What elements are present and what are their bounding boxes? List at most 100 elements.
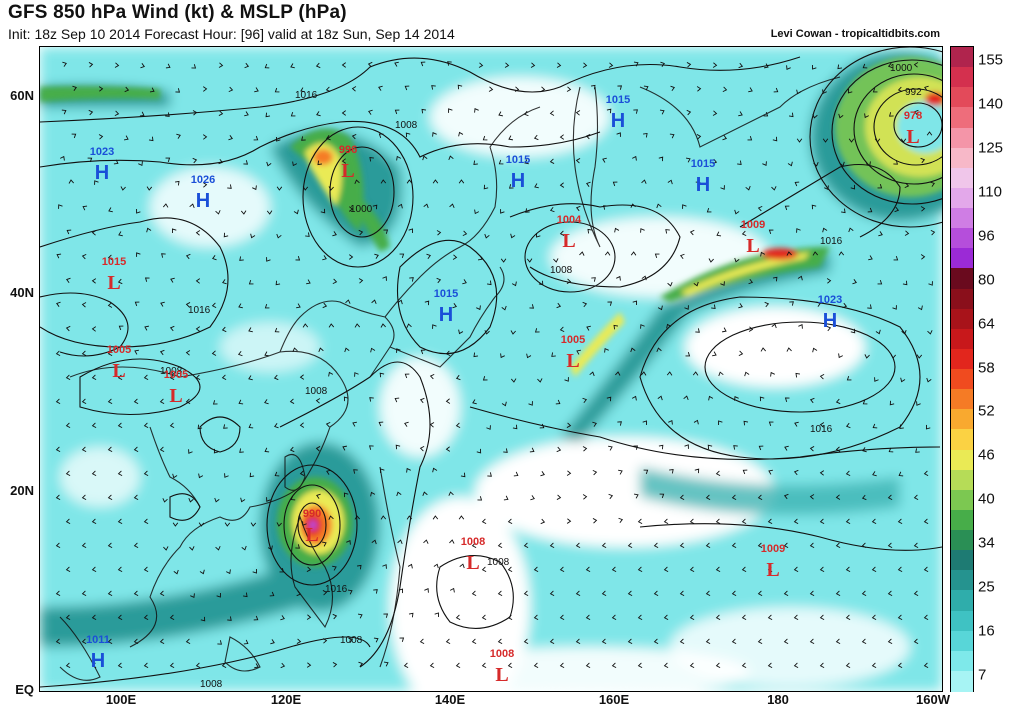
wind-arrow xyxy=(315,446,321,452)
wind-arrow xyxy=(523,590,529,596)
svg-text:L: L xyxy=(169,385,182,407)
wind-arrow xyxy=(923,662,929,668)
map-subtitle: Init: 18z Sep 10 2014 Forecast Hour: [96… xyxy=(8,26,455,42)
wind-arrow xyxy=(861,638,867,644)
wind-arrow xyxy=(811,204,817,210)
svg-text:1015: 1015 xyxy=(606,94,630,106)
wind-arrow xyxy=(195,662,201,668)
wind-arrow xyxy=(117,422,123,428)
wind-arrow xyxy=(192,110,198,116)
wind-arrow xyxy=(689,614,695,620)
wind-arrow xyxy=(65,374,71,380)
wind-arrow xyxy=(904,230,910,236)
wind-arrow xyxy=(248,423,254,429)
wind-arrow xyxy=(420,349,426,355)
wind-arrow xyxy=(733,445,738,450)
wind-arrow xyxy=(87,157,93,163)
svg-text:1023: 1023 xyxy=(90,146,114,158)
wind-arrow xyxy=(643,85,649,91)
isobar-label: 1016 xyxy=(810,424,833,435)
wind-arrow xyxy=(354,372,359,377)
wind-arrow xyxy=(809,638,815,644)
wind-arrow xyxy=(215,210,221,215)
wind-arrow xyxy=(549,158,555,164)
wind-arrow xyxy=(712,158,718,165)
wind-arrow xyxy=(343,396,349,402)
wind-arrow xyxy=(347,589,353,595)
svg-text:H: H xyxy=(696,174,710,196)
wind-arrow xyxy=(81,446,87,452)
svg-text:1015: 1015 xyxy=(506,154,530,166)
wind-arrow xyxy=(533,566,539,572)
wind-arrow xyxy=(575,158,581,164)
wind-arrow xyxy=(395,444,401,450)
wind-arrow xyxy=(838,251,845,256)
wind-arrow xyxy=(367,61,373,68)
wind-arrow xyxy=(669,469,674,474)
wind-arrow xyxy=(290,63,295,69)
wind-arrow xyxy=(585,662,591,668)
wind-arrow xyxy=(534,328,540,333)
wind-arrow xyxy=(266,161,272,167)
colorbar-segment xyxy=(951,590,973,611)
wind-arrow xyxy=(925,424,931,430)
wind-arrow xyxy=(549,590,555,596)
colorbar-label: 80 xyxy=(978,271,995,289)
wind-arrow xyxy=(276,233,282,239)
wind-arrow xyxy=(455,662,461,668)
wind-arrow xyxy=(592,518,598,524)
wind-arrow xyxy=(143,470,149,476)
wind-arrow xyxy=(874,138,881,143)
wind-arrow xyxy=(872,471,877,477)
wind-arrow xyxy=(429,373,435,380)
high-center: 1015 H xyxy=(691,158,715,196)
wind-arrow xyxy=(893,160,898,165)
wind-arrow xyxy=(449,539,455,544)
wind-arrow xyxy=(300,87,305,93)
wind-arrow xyxy=(637,614,643,620)
wind-arrow xyxy=(267,545,273,551)
wind-arrow xyxy=(252,568,257,574)
wind-arrow xyxy=(159,446,165,452)
wind-arrow xyxy=(679,542,685,548)
wind-arrow xyxy=(920,157,926,164)
lon-label-160w: 160W xyxy=(916,692,950,707)
wind-arrow xyxy=(627,590,633,596)
wind-arrow xyxy=(65,277,71,283)
wind-arrow xyxy=(423,203,429,209)
wind-arrow xyxy=(788,112,794,118)
wind-arrow xyxy=(768,469,773,475)
wind-arrow xyxy=(682,204,687,209)
wind-arrow xyxy=(528,401,533,406)
wind-arrow xyxy=(826,325,832,332)
wind-arrow xyxy=(637,566,643,572)
wind-arrow xyxy=(845,662,851,668)
wind-arrow xyxy=(353,469,358,474)
wind-arrow xyxy=(143,374,149,380)
wind-arrow xyxy=(326,135,331,141)
wind-arrow xyxy=(223,424,228,429)
wind-arrow xyxy=(253,135,259,141)
wind-arrow xyxy=(741,662,747,668)
wind-arrow xyxy=(239,256,244,261)
wind-arrow xyxy=(188,498,194,503)
wind-arrow xyxy=(91,470,97,476)
wind-arrow xyxy=(299,470,305,476)
wind-arrow xyxy=(669,133,675,139)
wind-arrow xyxy=(601,542,607,548)
wind-arrow xyxy=(243,639,249,645)
wind-arrow xyxy=(332,278,338,285)
wind-arrow xyxy=(474,209,480,215)
wind-arrow xyxy=(143,422,149,428)
wind-arrow xyxy=(317,160,323,166)
wind-arrow xyxy=(923,614,929,620)
wind-arrow xyxy=(893,255,899,261)
wind-arrow xyxy=(195,278,201,284)
wind-arrow xyxy=(540,518,546,525)
wind-arrow xyxy=(841,208,846,214)
wind-arrow xyxy=(422,491,428,497)
wind-arrow xyxy=(265,112,271,118)
colorbar-label: 110 xyxy=(978,183,1002,201)
wind-arrow xyxy=(653,590,659,596)
wind-arrow xyxy=(819,422,825,428)
